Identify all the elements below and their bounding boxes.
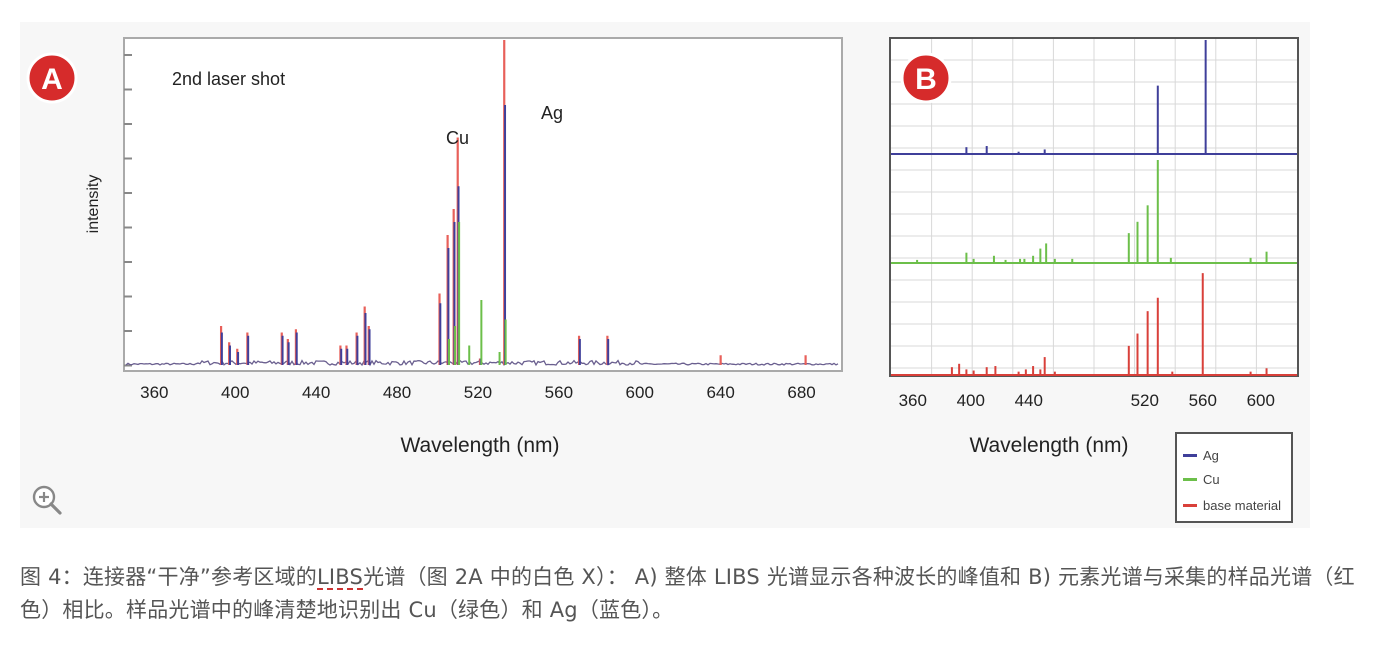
x-tick-label: 560 (545, 383, 573, 402)
x-tick-label: 640 (706, 383, 734, 402)
legend-swatch-ag (1183, 453, 1197, 457)
legend-item-cu: Cu (1183, 470, 1220, 488)
peak-label-cu: Cu (446, 128, 469, 148)
libs-spectra-figure: 360 400 440 480 520 560 600 640 680 A 2nd laser … (26, 37, 1299, 457)
panel-b-series (891, 40, 1297, 376)
x-tick-label: 600 (1247, 391, 1275, 410)
x-tick-label: 400 (957, 391, 985, 410)
legend-item-ag: Ag (1183, 446, 1219, 464)
x-tick-label: 600 (626, 383, 654, 402)
panel-a-y-ticks (124, 54, 132, 367)
panel-a-y-axis-label: intensity (85, 175, 102, 234)
badge-a-circle (26, 52, 78, 104)
caption-text-start: 图 4：连接器“干净”参考区域的 (20, 565, 317, 589)
panel-b-x-axis-label: Wavelength (nm) (969, 434, 1128, 457)
x-tick-label: 400 (221, 383, 249, 402)
x-tick-label: 680 (787, 383, 815, 402)
x-tick-label: 360 (899, 391, 927, 410)
peak-label-ag: Ag (541, 103, 563, 123)
panel-a-x-axis-label: Wavelength (nm) (400, 434, 559, 457)
caption-libs-link[interactable]: LIBS (317, 565, 364, 589)
panel-b-grid (891, 39, 1297, 375)
panel-a-x-ticks: 360 400 440 480 520 560 600 640 680 (140, 383, 816, 402)
legend-item-base-material: base material (1183, 496, 1281, 514)
panel-a-plot-area (123, 37, 843, 372)
magnifier-plus-icon (32, 485, 62, 515)
x-tick-label: 480 (383, 383, 411, 402)
figure-caption: 图 4：连接器“干净”参考区域的LIBS光谱（图 2A 中的白色 X）： A) … (20, 561, 1370, 627)
legend-label-cu: Cu (1203, 471, 1220, 487)
x-tick-label: 440 (302, 383, 330, 402)
zoom-in-button[interactable] (30, 483, 64, 517)
panel-a-series (125, 40, 839, 367)
legend-swatch-cu (1183, 477, 1197, 481)
legend-label-base-material: base material (1203, 497, 1282, 513)
legend-label-ag: Ag (1203, 447, 1219, 463)
caption-text-end: 光谱（图 2A 中的白色 X）： A) 整体 LIBS 光谱显示各种波长的峰值和… (20, 565, 1355, 622)
legend-swatch-base-material (1183, 503, 1197, 507)
x-tick-label: 360 (140, 383, 168, 402)
badge-b-circle (900, 52, 952, 104)
panel-b-x-ticks: 360 400 440 520 560 600 (899, 391, 1275, 410)
panel-b-legend: Ag Cu base material (1175, 432, 1293, 523)
x-tick-label: 520 (464, 383, 492, 402)
x-tick-label: 440 (1015, 391, 1043, 410)
panel-a-annotation: 2nd laser shot (172, 69, 285, 89)
badge-b-label: B (915, 63, 937, 96)
badge-a-label: A (41, 63, 63, 96)
x-tick-label: 560 (1189, 391, 1217, 410)
x-tick-label: 520 (1131, 391, 1159, 410)
